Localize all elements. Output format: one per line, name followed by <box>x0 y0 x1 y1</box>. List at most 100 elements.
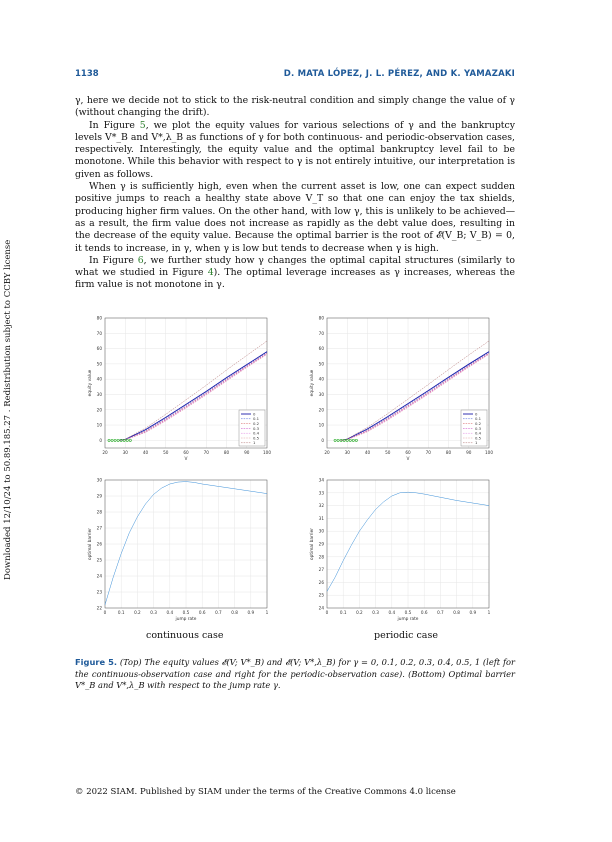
y-tick-label: 40 <box>97 377 103 382</box>
x-axis-label: jump rate <box>175 616 197 622</box>
x-tick-label: 0.5 <box>405 610 412 615</box>
barrier-marker <box>125 438 129 442</box>
legend-label: 0.3 <box>475 426 482 431</box>
y-axis-label: optimal barrier <box>309 528 315 560</box>
periodic-case-label: periodic case <box>374 630 438 641</box>
plot-frame <box>326 317 490 449</box>
y-tick-label: 20 <box>319 407 325 412</box>
barrier-marker <box>348 438 352 442</box>
barrier-marker <box>107 438 111 442</box>
y-tick-label: 10 <box>319 423 325 428</box>
continuous-case-label: continuous case <box>146 630 224 641</box>
x-tick-label: 0.1 <box>118 610 125 615</box>
series-line-6 <box>119 340 268 441</box>
y-tick-label: 60 <box>97 346 103 351</box>
y-tick-label: 23 <box>97 590 103 595</box>
legend-label: 0.4 <box>475 431 482 436</box>
x-tick-label: 50 <box>163 450 169 455</box>
legend-box <box>460 409 488 447</box>
y-tick-label: 30 <box>97 392 103 397</box>
barrier-marker <box>333 438 337 442</box>
legend-label: 1 <box>475 440 478 445</box>
legend-label: 0 <box>253 411 256 416</box>
y-axis-label: equity value <box>87 369 93 396</box>
legend-label: 0.5 <box>475 435 482 440</box>
x-axis-label: jump rate <box>397 616 419 622</box>
x-tick-label: 50 <box>385 450 391 455</box>
paragraph-1: γ, here we decide not to stick to the ri… <box>75 95 515 119</box>
y-tick-label: 20 <box>97 407 103 412</box>
x-tick-label: 90 <box>466 450 472 455</box>
x-axis-label: V <box>407 456 410 462</box>
x-tick-label: 0.4 <box>166 610 173 615</box>
legend-label: 0.1 <box>475 416 482 421</box>
x-tick-label: 30 <box>345 450 351 455</box>
x-tick-label: 80 <box>224 450 230 455</box>
y-tick-label: 24 <box>319 606 325 611</box>
x-axis-label: V <box>185 456 188 462</box>
figure-4-link[interactable]: 4 <box>207 267 214 279</box>
series-line-1 <box>119 352 268 441</box>
y-tick-label: 70 <box>319 331 325 336</box>
barrier-marker <box>339 438 343 442</box>
y-tick-label: 0 <box>99 438 102 443</box>
figure-6-link[interactable]: 6 <box>137 254 144 266</box>
y-tick-label: 25 <box>319 593 325 598</box>
y-tick-label: 25 <box>97 558 103 563</box>
series-line-5 <box>119 354 268 441</box>
series-line-1 <box>341 352 490 441</box>
x-tick-label: 0.7 <box>437 610 444 615</box>
legend-label: 0.2 <box>475 421 482 426</box>
caption-text: (Top) The equity values 𝓔(V; V*_B) and 𝓔… <box>75 657 515 690</box>
y-tick-label: 29 <box>319 542 325 547</box>
legend-label: 0.3 <box>253 426 260 431</box>
figure-5-link[interactable]: 5 <box>139 119 146 131</box>
x-tick-label: 40 <box>365 450 371 455</box>
legend-label: 1 <box>253 440 256 445</box>
y-tick-label: 27 <box>319 567 325 572</box>
x-tick-label: 0.5 <box>183 610 190 615</box>
y-tick-label: 22 <box>97 606 103 611</box>
legend-label: 0.4 <box>253 431 260 436</box>
x-tick-label: 100 <box>263 450 271 455</box>
x-tick-label: 30 <box>123 450 129 455</box>
series-line-0 <box>104 481 268 605</box>
x-tick-label: 20 <box>324 450 330 455</box>
series-line-0 <box>326 491 490 592</box>
y-axis-label: optimal barrier <box>87 528 93 560</box>
y-axis-label: equity value <box>309 369 315 396</box>
x-tick-label: 100 <box>485 450 493 455</box>
y-tick-label: 28 <box>319 554 325 559</box>
y-tick-label: 24 <box>97 574 103 579</box>
x-tick-label: 0.3 <box>150 610 157 615</box>
x-tick-label: 70 <box>204 450 210 455</box>
x-tick-label: 0.6 <box>421 610 428 615</box>
y-tick-label: 32 <box>319 503 325 508</box>
barrier-marker <box>116 438 120 442</box>
barrier-marker <box>351 438 355 442</box>
x-tick-label: 0.1 <box>340 610 347 615</box>
x-tick-label: 0.3 <box>372 610 379 615</box>
x-tick-label: 0.9 <box>247 610 254 615</box>
x-tick-label: 60 <box>183 450 189 455</box>
barrier-marker <box>119 438 123 442</box>
y-tick-label: 34 <box>319 478 325 483</box>
y-tick-label: 10 <box>97 423 103 428</box>
download-side-note: Downloaded 12/10/24 to 50.89.185.27 . Re… <box>3 239 13 580</box>
legend-label: 0 <box>475 411 478 416</box>
y-tick-label: 26 <box>319 580 325 585</box>
y-tick-label: 60 <box>319 346 325 351</box>
x-tick-label: 0 <box>104 610 107 615</box>
x-tick-label: 1 <box>266 610 269 615</box>
series-line-2 <box>341 352 490 441</box>
paragraph-3: When γ is sufficiently high, even when t… <box>75 181 515 254</box>
page-number: 1138 <box>75 69 99 79</box>
y-tick-label: 0 <box>321 438 324 443</box>
y-tick-label: 26 <box>97 542 103 547</box>
x-tick-label: 1 <box>488 610 491 615</box>
y-tick-label: 50 <box>97 361 103 366</box>
plot-frame <box>326 479 490 609</box>
